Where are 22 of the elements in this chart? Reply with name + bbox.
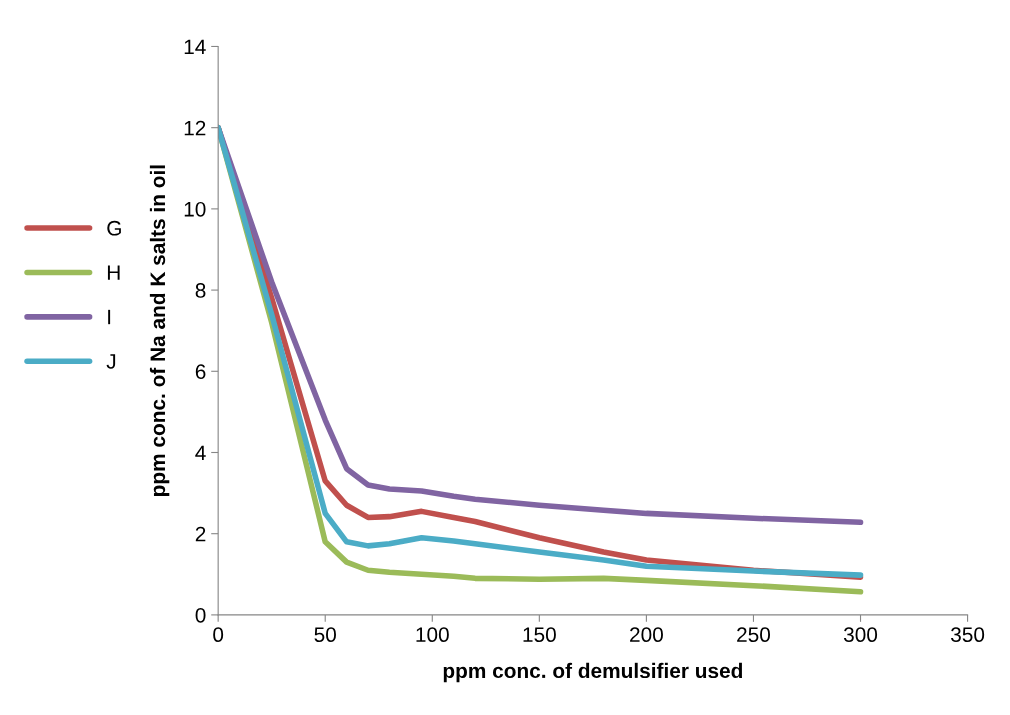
x-tick-label: 350 xyxy=(951,627,985,643)
legend-label: H xyxy=(107,265,120,280)
x-tick-label: 300 xyxy=(843,627,878,643)
x-tick-label: 50 xyxy=(314,627,336,643)
x-tick-label: 150 xyxy=(523,627,556,643)
x-tick-label: 200 xyxy=(630,627,663,643)
y-tick-label: 12 xyxy=(184,120,206,136)
legend-label: G xyxy=(107,220,121,236)
y-axis-title: ppm conc. of Na and K salts in oil xyxy=(149,165,170,496)
x-tick-label: 250 xyxy=(737,627,771,643)
y-tick-label: 8 xyxy=(195,283,206,298)
legend-label: I xyxy=(108,309,111,325)
y-tick-label: 0 xyxy=(195,607,206,623)
y-tick-label: 10 xyxy=(184,201,206,217)
x-tick-label: 0 xyxy=(213,627,224,643)
y-tick-label: 4 xyxy=(195,445,206,461)
y-tick-label: 6 xyxy=(195,364,206,380)
x-tick-label: 100 xyxy=(416,627,449,643)
legend-label: J xyxy=(106,354,116,369)
y-tick-label: 2 xyxy=(195,526,206,542)
x-axis-title: ppm conc. of demulsifier used xyxy=(443,662,742,683)
y-tick-label: 14 xyxy=(184,39,206,55)
